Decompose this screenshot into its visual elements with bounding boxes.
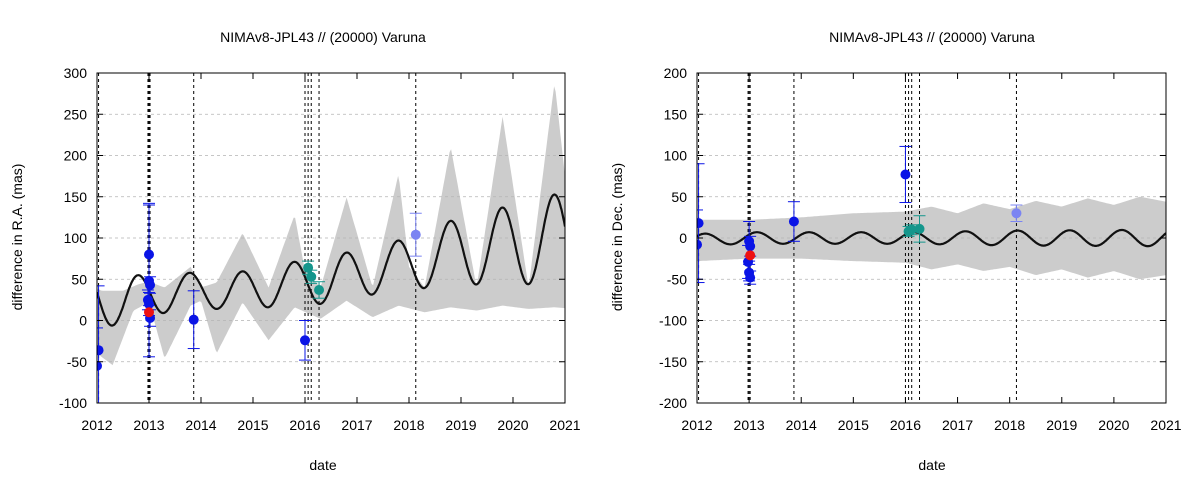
y-tick-label: 0 [679,230,687,246]
x-tick-label: 2018 [393,417,424,433]
x-tick-label: 2013 [734,417,765,433]
y-axis-label: difference in R.A. (mas) [9,164,25,311]
data-point [97,345,104,356]
x-tick-label: 2012 [681,417,712,433]
x-tick-label: 2015 [237,417,268,433]
data-point [144,307,154,318]
y-tick-label: 200 [64,148,88,164]
x-tick-label: 2015 [838,417,869,433]
y-tick-label: 200 [664,65,688,81]
y-tick-label: -50 [67,354,87,370]
y-tick-label: 0 [79,313,87,329]
x-tick-label: 2018 [994,417,1025,433]
data-point [97,360,102,371]
x-axis-label: date [309,457,336,473]
chart-title: NIMAv8-JPL43 // (20000) Varuna [220,29,426,45]
y-tick-label: 300 [64,65,88,81]
data-point [697,239,702,250]
data-point [144,249,154,260]
data-point [914,223,925,234]
y-tick-label: -150 [659,354,687,370]
dec-residual-chart: NIMAv8-JPL43 // (20000) Varuna date diff… [609,29,1182,473]
data-point [314,284,325,295]
x-tick-label: 2021 [1150,417,1181,433]
x-tick-label: 2016 [289,417,320,433]
data-point [188,314,199,325]
data-point [145,280,156,291]
x-tick-label: 2019 [1046,417,1077,433]
y-tick-label: 50 [71,271,87,287]
x-tick-label: 2020 [497,417,528,433]
y-tick-label: 150 [664,106,688,122]
data-point [144,299,154,309]
uncertainty-band [97,86,565,366]
x-tick-label: 2021 [549,417,580,433]
y-tick-label: 100 [64,230,88,246]
data-point [906,224,917,235]
x-tick-label: 2012 [81,417,112,433]
x-tick-label: 2014 [786,417,817,433]
x-tick-label: 2016 [890,417,921,433]
y-tick-label: 250 [64,106,88,122]
data-point [1011,208,1022,219]
data-point [697,218,704,229]
y-tick-label: -200 [659,395,687,411]
data-point [410,229,421,240]
ra-residual-chart: NIMAv8-JPL43 // (20000) Varuna date diff… [9,29,581,473]
plot-area [97,73,565,403]
x-tick-label: 2019 [445,417,476,433]
y-tick-label: -100 [59,395,87,411]
y-tick-label: 100 [664,148,688,164]
data-point [745,241,756,252]
x-tick-label: 2013 [133,417,164,433]
y-tick-label: 50 [671,189,687,205]
data-point [306,271,317,282]
x-tick-label: 2017 [341,417,372,433]
y-tick-label: 150 [64,189,88,205]
data-point [303,262,314,273]
chart-title: NIMAv8-JPL43 // (20000) Varuna [829,29,1035,45]
data-point [300,335,310,346]
x-tick-label: 2017 [942,417,973,433]
x-tick-label: 2020 [1098,417,1129,433]
y-tick-label: -50 [667,271,687,287]
plot-area [697,73,1166,403]
x-tick-label: 2014 [185,417,216,433]
model-curve [97,193,565,327]
y-tick-label: -100 [659,313,687,329]
y-axis-label: difference in Dec. (mas) [609,163,625,311]
x-axis-label: date [918,457,945,473]
data-point [745,250,756,261]
data-point [900,169,911,180]
data-point [745,272,756,283]
model-curve [697,228,1166,248]
data-point [788,216,799,227]
